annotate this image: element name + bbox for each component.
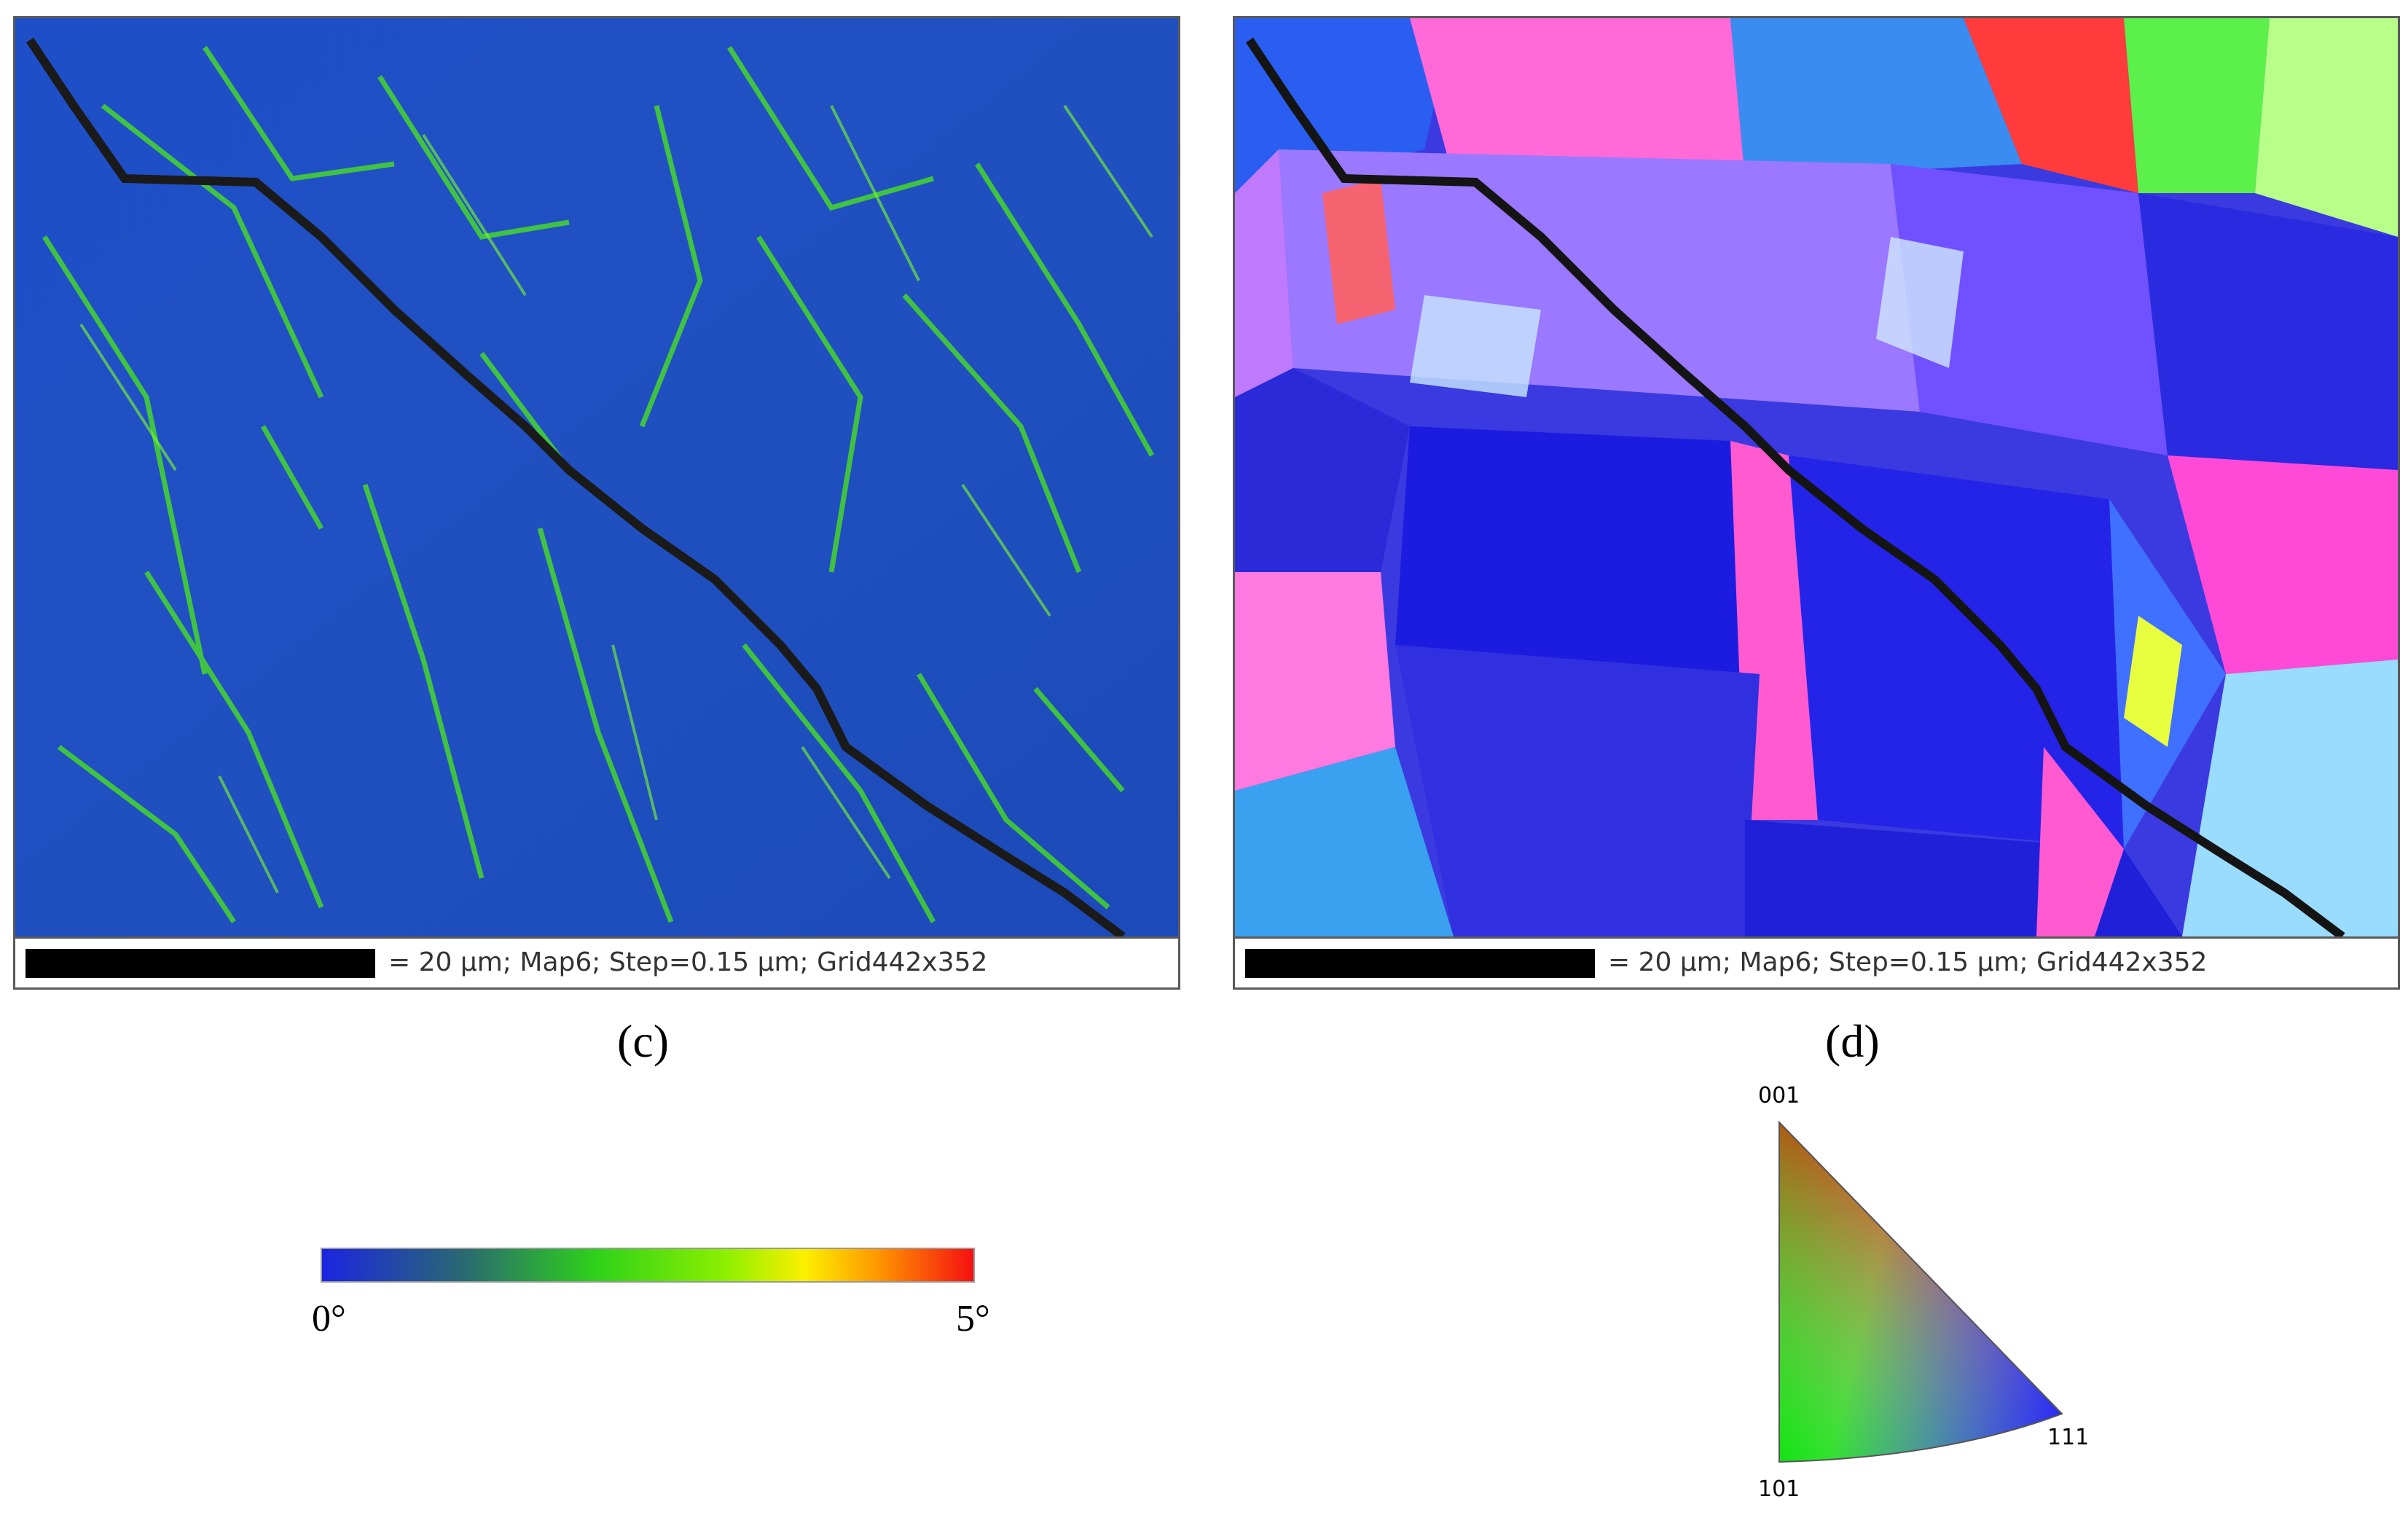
scale-bar-line [1245,949,1595,978]
ipf-map-image [1235,18,2398,936]
colorbar-min-label: 0° [312,1298,346,1339]
ipf-color-key [1778,1120,2063,1463]
scale-bar-text: = 20 µm; Map6; Step=0.15 µm; Grid442x352 [388,947,988,977]
scale-bar-line [26,949,375,978]
scale-bar-text: = 20 µm; Map6; Step=0.15 µm; Grid442x352 [1608,947,2208,977]
panel-label-d: (d) [1825,1015,1880,1067]
scale-bar: = 20 µm; Map6; Step=0.15 µm; Grid442x352 [15,936,1178,987]
ipf-label-111: 111 [2047,1425,2090,1450]
kam-colorbar [321,1248,975,1283]
ipf-map-panel: = 20 µm; Map6; Step=0.15 µm; Grid442x352 [1233,16,2400,990]
colorbar-max-label: 5° [956,1298,990,1339]
kam-map-panel: = 20 µm; Map6; Step=0.15 µm; Grid442x352 [13,16,1180,990]
kam-map-image [15,18,1178,936]
ipf-label-001: 001 [1758,1083,1800,1108]
ipf-label-101: 101 [1758,1476,1800,1502]
panel-label-c: (c) [617,1015,670,1067]
scale-bar: = 20 µm; Map6; Step=0.15 µm; Grid442x352 [1235,936,2398,987]
